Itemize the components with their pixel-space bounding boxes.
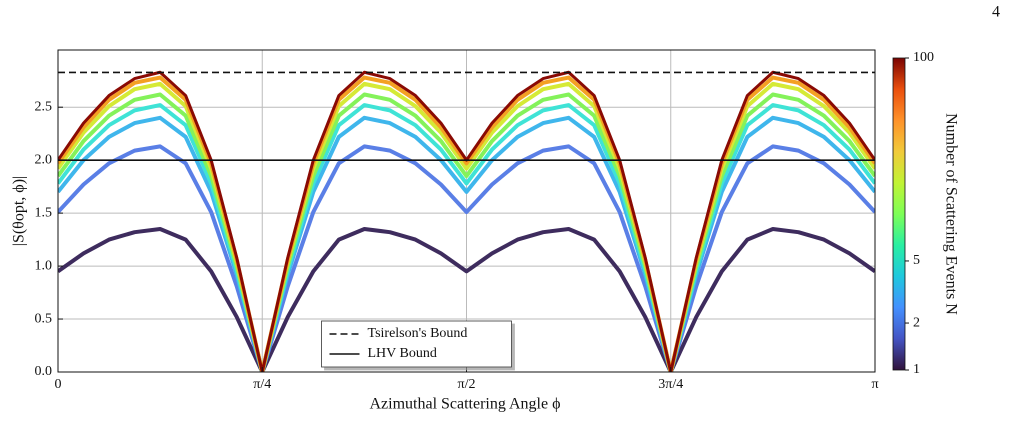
curve: [58, 103, 875, 372]
x-axis-label: Azimuthal Scattering Angle ϕ: [369, 396, 560, 413]
curve: [58, 115, 875, 372]
curve: [58, 227, 875, 372]
y-tick-label: 0.0: [35, 364, 53, 379]
y-axis-label: |S(θopt, ϕ)|: [11, 176, 28, 247]
colorbar-tick-label: 5: [913, 253, 920, 268]
y-tick-label: 2.0: [35, 152, 53, 167]
x-tick-label: π/4: [253, 377, 271, 392]
curve: [58, 144, 875, 372]
colorbar-tick-label: 2: [913, 315, 920, 330]
colorbar-tick-label: 1: [913, 362, 920, 377]
plot-frame: [57, 49, 876, 373]
legend-label: LHV Bound: [368, 346, 437, 361]
page-number: 4: [992, 4, 1000, 21]
x-tick-label: 0: [55, 377, 62, 392]
legend-label: Tsirelson's Bound: [368, 326, 468, 341]
y-tick-label: 2.5: [35, 99, 53, 114]
colorbar-label: Number of Scattering Events N: [942, 113, 959, 315]
y-tick-label: 1.0: [35, 258, 53, 273]
x-tick-label: π/2: [458, 377, 476, 392]
curve: [58, 81, 875, 372]
curve: [58, 92, 875, 372]
y-tick-label: 1.5: [35, 205, 53, 220]
y-tick-label: 0.5: [35, 311, 53, 326]
colorbar: [892, 57, 906, 371]
legend-box: [321, 320, 512, 368]
x-tick-label: 3π/4: [658, 377, 683, 392]
x-tick-label: π: [871, 377, 878, 392]
colorbar-tick-label: 100: [913, 50, 934, 65]
